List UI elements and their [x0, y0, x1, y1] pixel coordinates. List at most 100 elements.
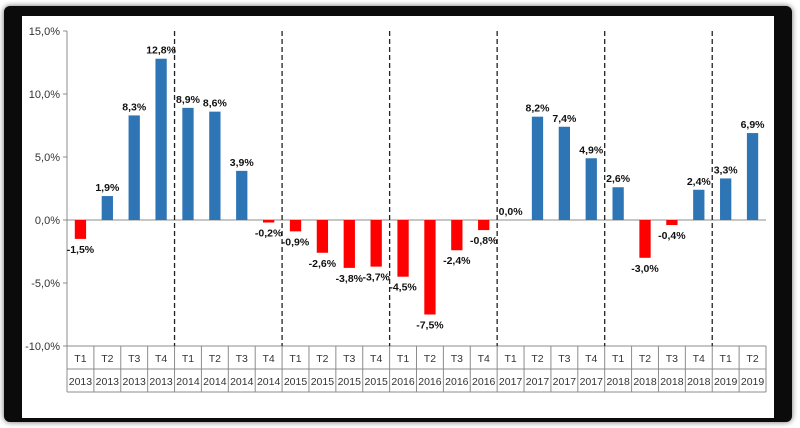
x-quarter-label: T1 — [182, 353, 194, 365]
bar — [74, 220, 87, 239]
bar — [720, 178, 732, 220]
x-year-label: 2015 — [364, 376, 388, 388]
data-label: 3,3% — [714, 164, 739, 176]
data-label: -0,2% — [255, 228, 283, 240]
data-label: 4,9% — [579, 144, 604, 156]
x-quarter-label: T1 — [504, 353, 516, 365]
y-tick-label: 15,0% — [29, 26, 60, 38]
data-label: 8,6% — [203, 98, 228, 110]
x-year-label: 2019 — [714, 376, 738, 388]
x-year-label: 2016 — [472, 376, 496, 388]
x-year-label: 2017 — [553, 376, 577, 388]
x-quarter-label: T3 — [666, 353, 678, 365]
data-label: -7,5% — [416, 320, 444, 332]
x-year-label: 2015 — [311, 376, 335, 388]
bar — [746, 133, 759, 220]
bar — [370, 220, 382, 267]
x-quarter-label: T3 — [128, 353, 140, 365]
data-label: 7,4% — [552, 113, 577, 125]
data-label: -2,6% — [309, 258, 337, 270]
x-quarter-label: T4 — [263, 353, 275, 365]
bar — [639, 220, 651, 258]
x-year-label: 2018 — [633, 376, 657, 388]
data-label: 12,8% — [146, 45, 176, 57]
bar — [451, 220, 463, 251]
x-year-label: 2016 — [391, 376, 415, 388]
bar — [101, 196, 113, 220]
x-quarter-label: T4 — [693, 353, 705, 365]
x-year-label: 2013 — [149, 376, 173, 388]
x-quarter-label: T1 — [612, 353, 624, 365]
x-year-label: 2016 — [418, 376, 442, 388]
bar — [585, 158, 597, 220]
bar — [531, 116, 544, 220]
x-year-label: 2014 — [176, 376, 200, 388]
data-label: -0,8% — [470, 235, 498, 247]
x-quarter-label: T1 — [720, 353, 732, 365]
bar — [262, 220, 275, 223]
data-label: -4,5% — [389, 282, 417, 294]
data-label: 6,9% — [741, 119, 766, 131]
bar — [478, 220, 490, 231]
bar — [209, 111, 221, 220]
x-year-label: 2018 — [606, 376, 630, 388]
x-quarter-label: T4 — [155, 353, 167, 365]
chart-frame: 15,0% 10,0% 5,0% 0,0% -5,0% -10,0% -1,5% T1 2013… — [4, 6, 792, 422]
x-quarter-label: T1 — [289, 353, 301, 365]
x-quarter-label: T2 — [746, 353, 758, 365]
data-label: 8,2% — [526, 103, 551, 115]
data-label: -1,5% — [67, 244, 95, 256]
x-quarter-label: T3 — [343, 353, 355, 365]
x-year-label: 2018 — [687, 376, 711, 388]
x-quarter-label: T3 — [236, 353, 248, 365]
y-tick-label: 10,0% — [29, 89, 60, 101]
x-year-label: 2013 — [123, 376, 147, 388]
x-year-label: 2014 — [257, 376, 281, 388]
x-year-label: 2015 — [284, 376, 308, 388]
bar — [343, 220, 355, 268]
x-quarter-label: T1 — [74, 353, 86, 365]
data-label: 8,9% — [176, 94, 201, 106]
x-year-label: 2018 — [660, 376, 684, 388]
data-label: 8,3% — [122, 101, 147, 113]
x-year-label: 2016 — [445, 376, 469, 388]
x-year-label: 2015 — [338, 376, 362, 388]
bar — [666, 220, 678, 226]
x-quarter-label: T2 — [424, 353, 436, 365]
x-quarter-label: T3 — [451, 353, 463, 365]
bar — [128, 115, 140, 220]
x-quarter-label: T4 — [585, 353, 597, 365]
x-year-label: 2013 — [96, 376, 120, 388]
data-label: 2,4% — [687, 176, 712, 188]
x-year-label: 2019 — [741, 376, 765, 388]
chart-panel: 15,0% 10,0% 5,0% 0,0% -5,0% -10,0% -1,5% T1 2013… — [22, 16, 774, 418]
data-label: 3,9% — [230, 157, 255, 169]
bar — [558, 126, 571, 220]
data-label: -3,8% — [336, 273, 364, 285]
y-tick-label: -10,0% — [25, 341, 60, 353]
x-quarter-label: T2 — [639, 353, 651, 365]
data-label: 0,0% — [499, 206, 524, 218]
bar — [397, 220, 409, 277]
bar — [316, 220, 329, 253]
data-label: -3,0% — [631, 263, 659, 275]
x-year-label: 2017 — [499, 376, 523, 388]
data-label: -0,9% — [282, 236, 310, 248]
data-label: -3,7% — [362, 272, 390, 284]
x-quarter-label: T2 — [531, 353, 543, 365]
data-label: -2,4% — [443, 255, 471, 267]
x-year-label: 2017 — [526, 376, 550, 388]
data-label: 2,6% — [606, 173, 631, 185]
x-quarter-label: T2 — [209, 353, 221, 365]
bar — [155, 58, 167, 220]
x-quarter-label: T1 — [397, 353, 409, 365]
bar — [693, 189, 705, 220]
y-tick-label: 5,0% — [35, 152, 60, 164]
x-quarter-label: T2 — [316, 353, 328, 365]
x-year-label: 2014 — [230, 376, 254, 388]
data-label: -0,4% — [658, 230, 686, 242]
data-label: 1,9% — [95, 182, 120, 194]
x-quarter-label: T4 — [478, 353, 490, 365]
bar — [612, 187, 624, 220]
bar-chart: 15,0% 10,0% 5,0% 0,0% -5,0% -10,0% -1,5% T1 2013… — [25, 26, 767, 393]
